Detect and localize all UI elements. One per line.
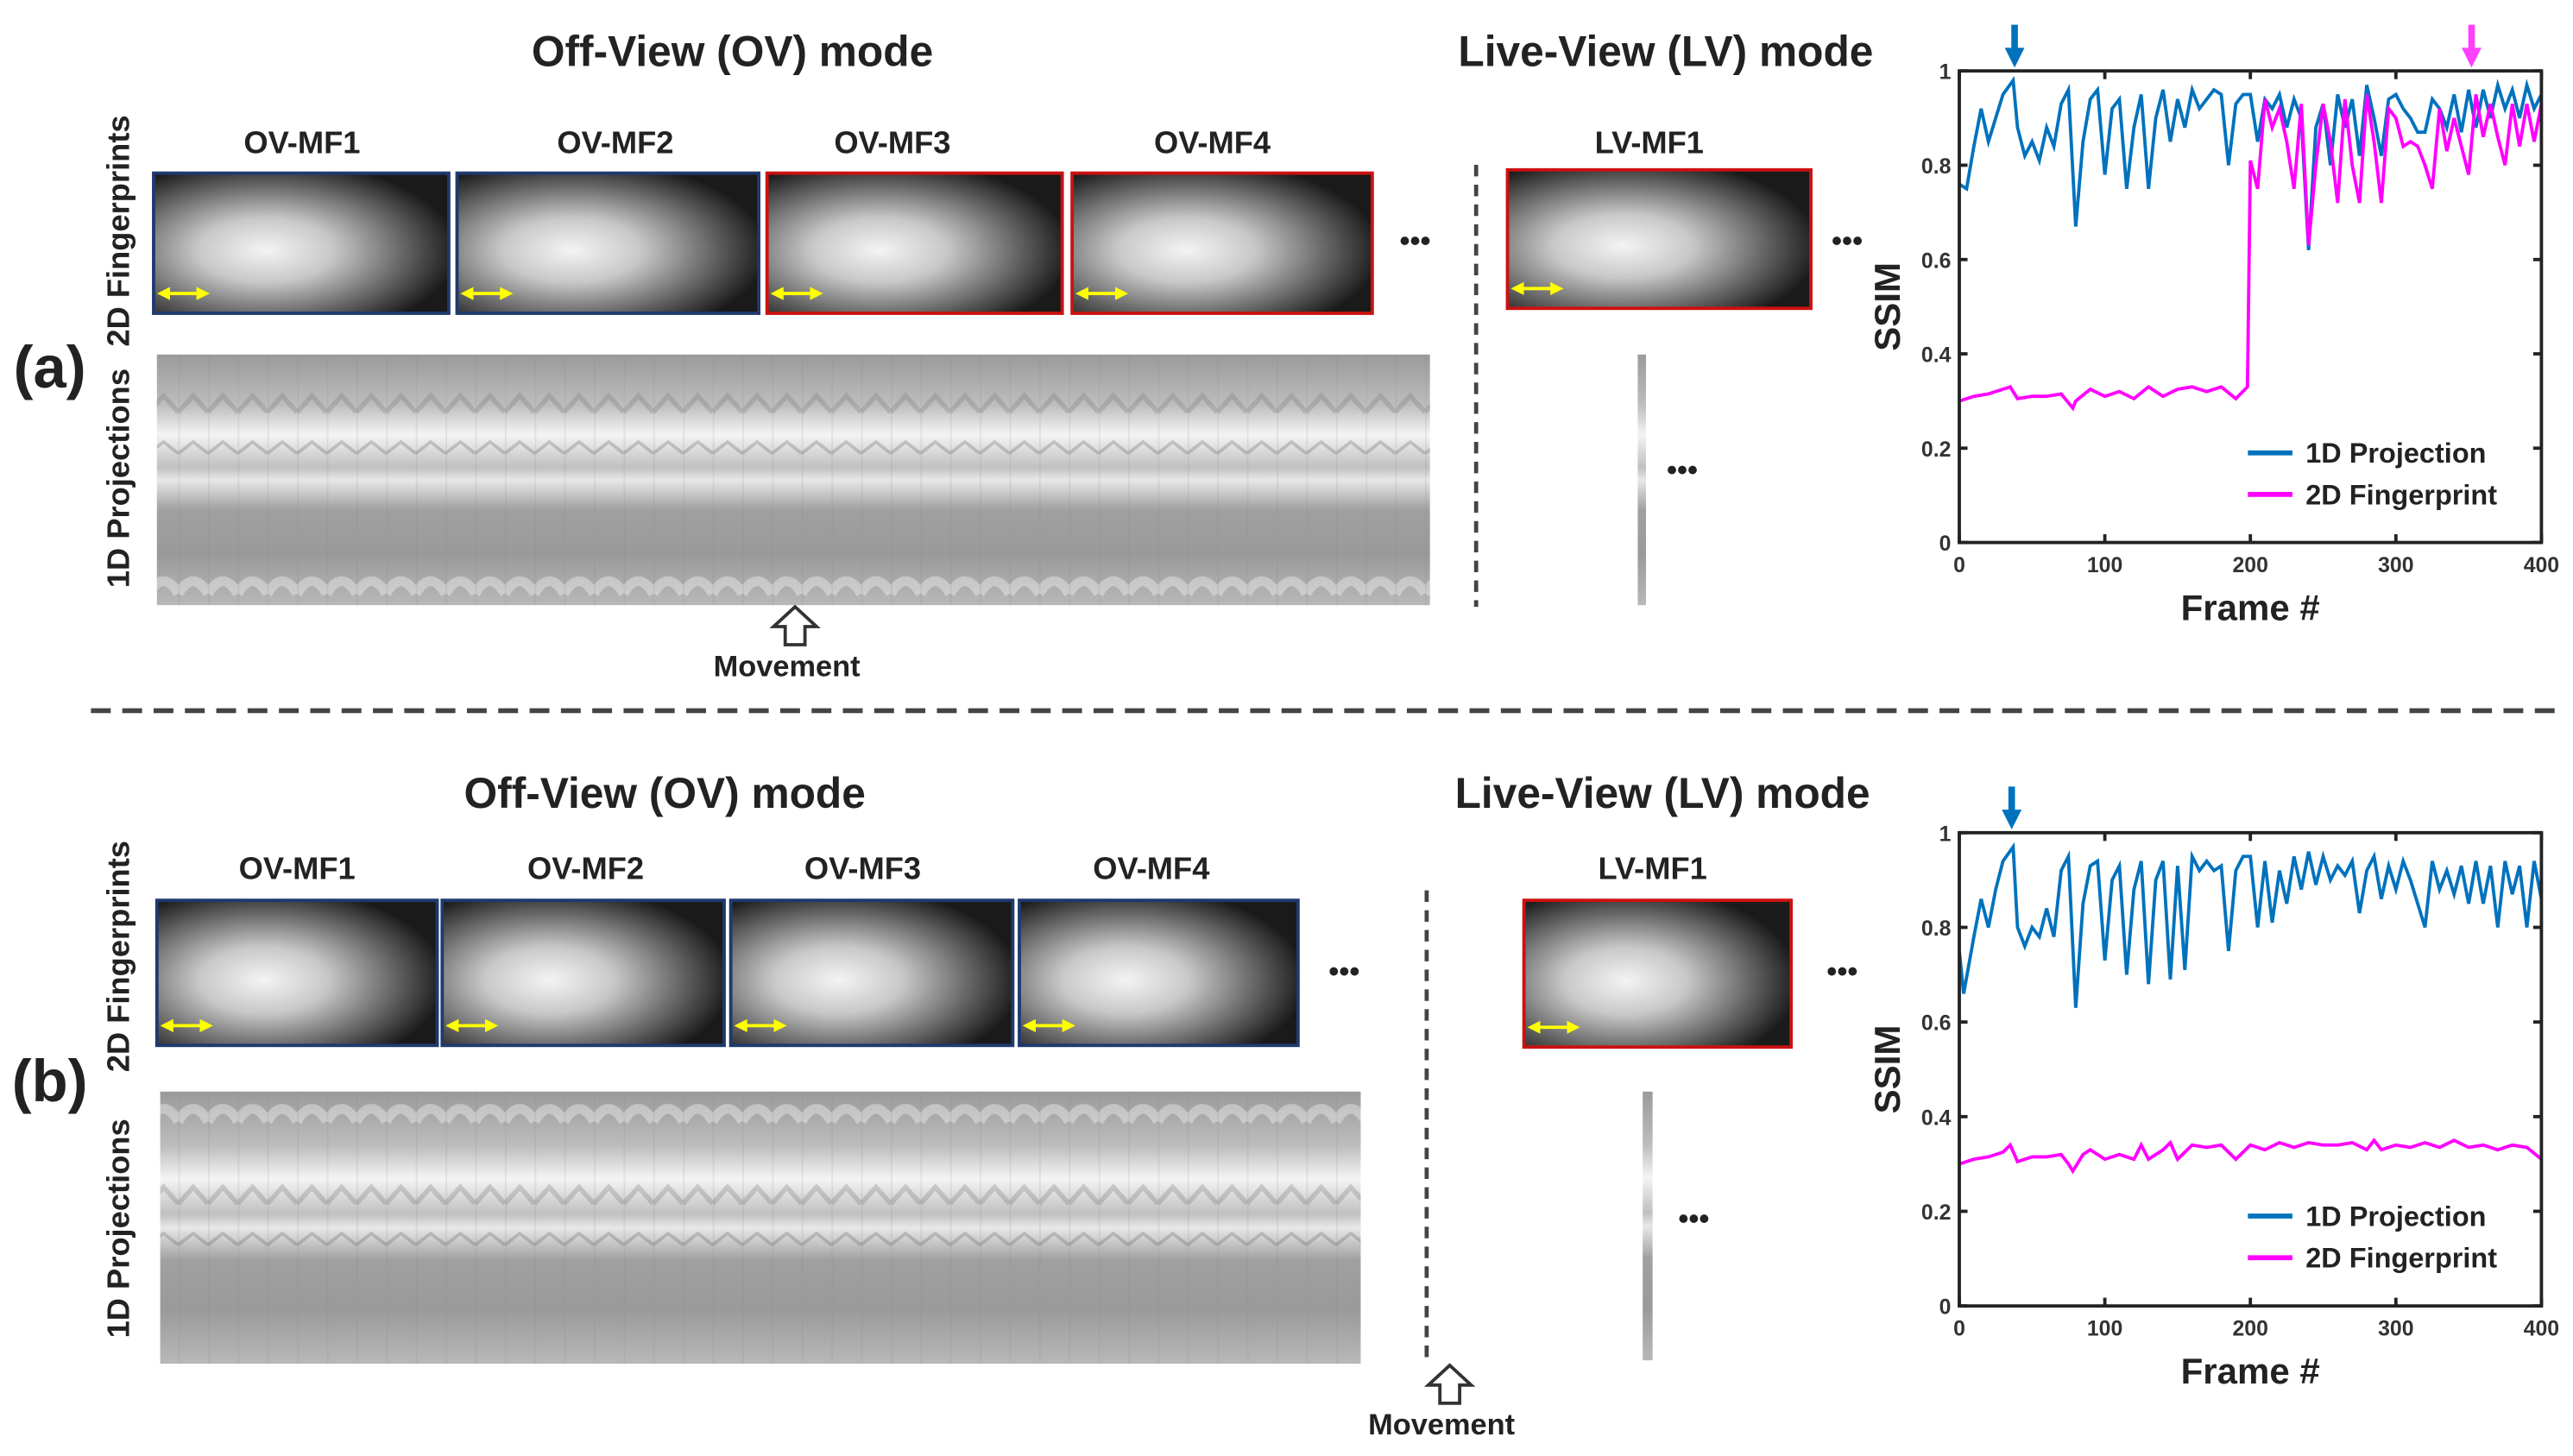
y-tick-label: 0.8 bbox=[1921, 917, 1952, 941]
legend-label: 2D Fingerprint bbox=[2305, 479, 2497, 510]
y-tick-label: 0.2 bbox=[1921, 1201, 1952, 1225]
row-label-1d-projections: 1D Projections bbox=[100, 369, 136, 588]
highlight-arrow-icon bbox=[2002, 786, 2022, 829]
x-tick-label: 300 bbox=[2378, 1318, 2413, 1341]
frame-label: OV-MF4 bbox=[1093, 850, 1209, 886]
y-axis-label: SSIM bbox=[1867, 262, 1908, 351]
off-view-title: Off-View (OV) mode bbox=[464, 769, 866, 817]
off-view-title: Off-View (OV) mode bbox=[532, 27, 933, 75]
y-tick-label: 0.4 bbox=[1921, 1106, 1952, 1130]
lv-projection-strip bbox=[1637, 354, 1646, 606]
frame-label: OV-MF2 bbox=[557, 125, 673, 161]
y-tick-label: 0 bbox=[1939, 533, 1952, 556]
row-label-1d-projections: 1D Projections bbox=[100, 1119, 136, 1338]
x-tick-label: 0 bbox=[1953, 1318, 1965, 1341]
movement-arrow-icon bbox=[1423, 1363, 1476, 1405]
highlight-arrow-icon bbox=[2462, 24, 2482, 68]
fingerprint-image bbox=[1070, 171, 1374, 315]
frame-label: OV-MF1 bbox=[243, 125, 360, 161]
y-tick-label: 0.6 bbox=[1921, 249, 1952, 273]
ssim-chart: 0 100 200 300 400 0 0.2 0.4 0.6 0.8 1 Frame # SSIM 1D… bbox=[1867, 24, 2559, 627]
lv-frame-label: LV-MF1 bbox=[1598, 850, 1706, 886]
row-label-2d-fingerprints: 2D Fingerprints bbox=[100, 841, 136, 1072]
fingerprint-image bbox=[765, 171, 1064, 315]
movement-label: Movement bbox=[1368, 1409, 1516, 1441]
legend-label: 1D Projection bbox=[2305, 1201, 2486, 1232]
ellipsis: ••• bbox=[1399, 224, 1430, 257]
live-view-title: Live-View (LV) mode bbox=[1455, 769, 1870, 817]
legend-label: 2D Fingerprint bbox=[2305, 1243, 2497, 1274]
x-tick-label: 100 bbox=[2087, 1318, 2122, 1341]
y-tick-label: 0.8 bbox=[1921, 155, 1952, 179]
x-axis-label: Frame # bbox=[2181, 587, 2320, 627]
frame-label: OV-MF3 bbox=[834, 125, 950, 161]
y-axis-label: SSIM bbox=[1867, 1025, 1908, 1114]
series-line-2d-fingerprint bbox=[1958, 1138, 2543, 1175]
plot-frame bbox=[1958, 69, 2544, 545]
x-tick-label: 200 bbox=[2232, 554, 2267, 577]
plot-frame bbox=[1958, 830, 2544, 1308]
fingerprint-image bbox=[440, 898, 726, 1048]
fingerprint-image bbox=[455, 171, 761, 315]
ellipsis: ••• bbox=[1667, 454, 1698, 487]
movement-label: Movement bbox=[714, 650, 861, 683]
legend-label: 1D Projection bbox=[2305, 438, 2486, 469]
y-tick-label: 1 bbox=[1939, 823, 1952, 846]
ellipsis: ••• bbox=[1678, 1202, 1709, 1235]
panel-label: (b) bbox=[12, 1048, 88, 1114]
fingerprint-image bbox=[728, 898, 1015, 1048]
x-tick-label: 0 bbox=[1953, 554, 1965, 577]
frame-label: OV-MF4 bbox=[1154, 125, 1271, 161]
x-tick-label: 300 bbox=[2378, 554, 2413, 577]
x-tick-label: 400 bbox=[2524, 1318, 2559, 1341]
highlight-arrow-icon bbox=[2004, 24, 2025, 68]
lv-fingerprint-image bbox=[1522, 898, 1794, 1049]
ellipsis: ••• bbox=[1826, 955, 1857, 988]
projection-strip-texture bbox=[160, 1091, 1361, 1365]
fingerprint-image bbox=[155, 898, 439, 1048]
x-tick-label: 400 bbox=[2524, 554, 2559, 577]
y-tick-label: 1 bbox=[1939, 61, 1952, 85]
frame-label: OV-MF1 bbox=[239, 850, 356, 886]
ellipsis: ••• bbox=[1832, 224, 1863, 257]
y-tick-label: 0.2 bbox=[1921, 438, 1952, 462]
fingerprint-image bbox=[152, 171, 451, 315]
ssim-chart: 0 100 200 300 400 0 0.2 0.4 0.6 0.8 1 Frame # SSIM 1D… bbox=[1867, 786, 2559, 1391]
series-line-2d-fingerprint bbox=[1958, 94, 2544, 412]
y-tick-label: 0 bbox=[1939, 1296, 1952, 1320]
x-axis-label: Frame # bbox=[2181, 1351, 2320, 1391]
projection-strip-texture bbox=[156, 354, 1430, 606]
lv-projection-strip bbox=[1643, 1091, 1653, 1361]
series-line-1d-projection bbox=[1958, 75, 2544, 250]
row-label-2d-fingerprints: 2D Fingerprints bbox=[100, 115, 136, 346]
lv-fingerprint-image bbox=[1505, 167, 1813, 311]
x-tick-label: 200 bbox=[2232, 1318, 2267, 1341]
movement-arrow-icon bbox=[769, 604, 821, 646]
y-tick-label: 0.4 bbox=[1921, 344, 1952, 368]
lv-frame-label: LV-MF1 bbox=[1595, 125, 1704, 161]
frame-label: OV-MF3 bbox=[804, 850, 921, 886]
ellipsis: ••• bbox=[1328, 955, 1359, 988]
panel-label: (a) bbox=[14, 334, 86, 400]
series-line-1d-projection bbox=[1958, 841, 2544, 1008]
y-tick-label: 0.6 bbox=[1921, 1012, 1952, 1036]
frame-label: OV-MF2 bbox=[527, 850, 644, 886]
fingerprint-image bbox=[1018, 898, 1300, 1048]
x-tick-label: 100 bbox=[2087, 554, 2122, 577]
live-view-title: Live-View (LV) mode bbox=[1458, 27, 1873, 75]
